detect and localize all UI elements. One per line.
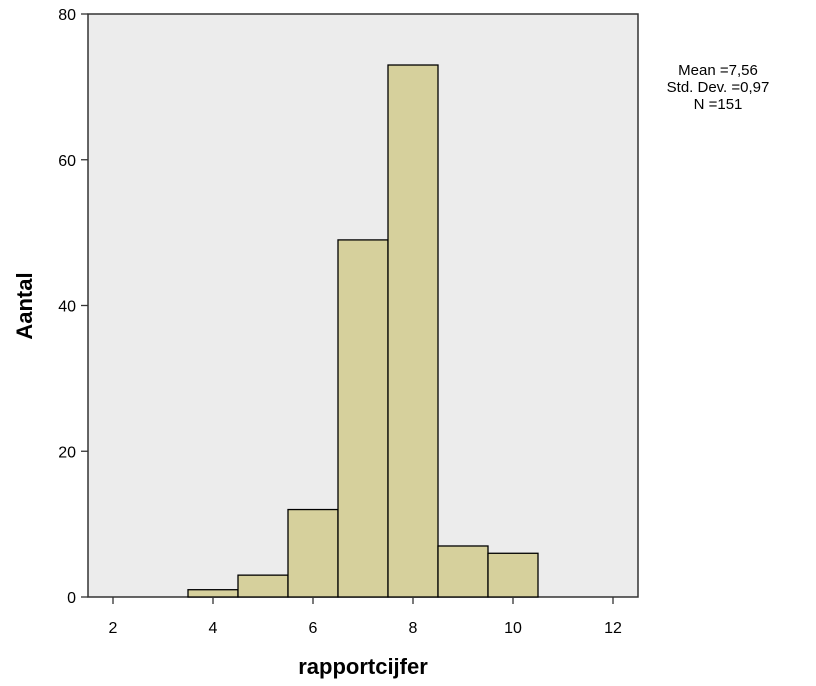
y-axis: 0 20 40 60 80 [58,7,88,607]
y-tick-label: 20 [58,444,76,461]
histogram-bar [187,589,239,598]
histogram-bar [237,574,289,598]
x-tick-label: 8 [409,620,418,637]
y-tick-label: 40 [58,299,76,316]
histogram-bar [487,552,539,598]
y-tick-label: 0 [67,590,76,607]
histogram-bar [287,508,339,598]
mean-stat: Mean =7,56 [678,62,758,79]
statistics-box: Mean =7,56 Std. Dev. =0,97 N =151 [648,62,788,113]
y-tick-label: 60 [58,153,76,170]
n-stat: N =151 [693,96,743,113]
y-axis-title: Aantal [12,272,37,339]
histogram-bar [337,239,389,598]
histogram-bar [387,64,439,598]
x-tick-label: 2 [109,620,118,637]
x-axis: 2 4 6 8 10 12 [109,597,622,637]
histogram-bar [437,545,489,598]
x-tick-label: 12 [604,620,622,637]
x-tick-label: 6 [309,620,318,637]
histogram-bars [187,64,539,598]
x-tick-label: 10 [504,620,522,637]
x-tick-label: 4 [209,620,218,637]
y-tick-label: 80 [58,7,76,24]
x-axis-title: rapportcijfer [298,654,428,679]
std-dev-stat: Std. Dev. =0,97 [666,79,770,96]
